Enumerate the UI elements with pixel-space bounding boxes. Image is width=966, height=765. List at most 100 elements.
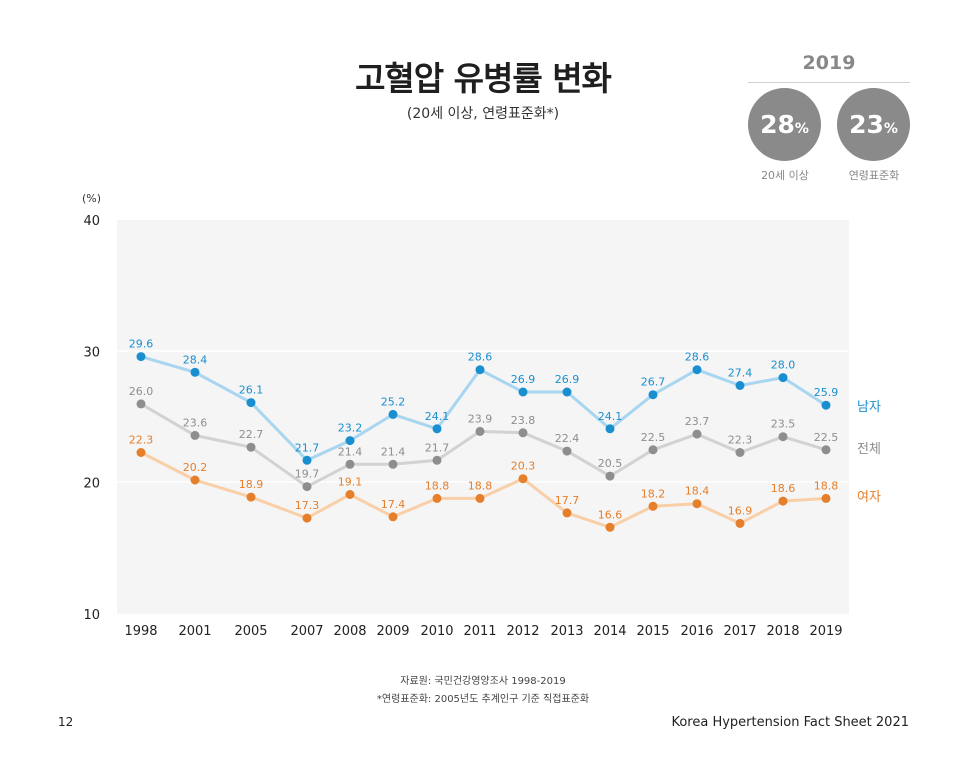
data-label: 20.5 — [598, 457, 623, 470]
data-point — [518, 387, 528, 397]
data-point — [735, 518, 745, 528]
data-point — [136, 399, 146, 409]
publication-title: Korea Hypertension Fact Sheet 2021 — [671, 715, 909, 730]
data-point — [821, 445, 831, 455]
data-point — [432, 455, 442, 465]
summary-unit-standardized: % — [883, 121, 898, 137]
data-label: 26.1 — [239, 384, 264, 397]
x-tick-label: 2011 — [463, 624, 496, 639]
data-label: 21.7 — [425, 441, 450, 454]
series-전체: 26.0 23.6 22.7 19.7 21.4 21.4 21.7 23.9 23.8 22.4… — [129, 385, 881, 492]
x-tick-label: 2008 — [333, 624, 366, 639]
data-point — [562, 387, 572, 397]
data-label: 22.3 — [728, 434, 753, 447]
data-point — [821, 400, 831, 410]
data-label: 22.7 — [239, 428, 264, 441]
y-axis: 10 20 30 40 — [83, 214, 100, 623]
data-label: 17.3 — [295, 499, 320, 512]
x-tick-label: 2016 — [680, 624, 713, 639]
x-axis: 1998 2001 2005 2007 2008 2009 2010 2011 2012 2013… — [124, 624, 842, 639]
data-label: 18.8 — [468, 479, 493, 492]
data-label: 23.6 — [183, 416, 208, 429]
y-unit-label: (%) — [82, 192, 101, 205]
data-label: 20.2 — [183, 461, 208, 474]
chart-title: 고혈압 유병률 변화 — [355, 59, 612, 98]
data-point — [432, 493, 442, 503]
data-label: 21.4 — [381, 445, 406, 458]
data-label: 18.4 — [685, 485, 710, 498]
x-tick-label: 2010 — [420, 624, 453, 639]
data-point — [692, 429, 702, 439]
summary-panel: 2019 28% 23% 20세 이상 연령표준화 — [748, 52, 910, 182]
data-label: 21.4 — [338, 445, 363, 458]
data-label: 28.6 — [468, 351, 493, 364]
data-point — [821, 493, 831, 503]
chart-subtitle: (20세 이상, 연령표준화*) — [406, 106, 560, 122]
data-label: 19.1 — [338, 476, 363, 489]
data-label: 17.4 — [381, 498, 406, 511]
data-label: 18.6 — [771, 482, 796, 495]
data-label: 22.5 — [814, 431, 839, 444]
series-line — [140, 355, 827, 462]
series-line — [140, 451, 827, 529]
data-point — [302, 455, 312, 465]
source-note: 자료원: 국민건강영양조사 1998-2019 — [400, 676, 566, 687]
data-point — [605, 522, 615, 532]
data-point — [605, 424, 615, 434]
legend-label: 남자 — [857, 400, 881, 415]
data-label: 21.7 — [295, 441, 320, 454]
standardization-note: *연령표준화: 2005년도 추계인구 기준 직접표준화 — [376, 694, 590, 705]
data-point — [778, 496, 788, 506]
data-point — [475, 426, 485, 436]
legend-label: 여자 — [857, 490, 881, 505]
data-label: 20.3 — [511, 460, 536, 473]
data-label: 22.3 — [129, 434, 154, 447]
data-label: 28.6 — [685, 351, 710, 364]
page-number: 12 — [58, 715, 74, 729]
summary-label-standardized: 연령표준화 — [848, 169, 900, 182]
data-point — [518, 428, 528, 438]
data-label: 18.8 — [425, 479, 450, 492]
series-여자: 22.3 20.2 18.9 17.3 19.1 17.4 18.8 18.8 20.3 17.7… — [129, 434, 881, 532]
data-label: 22.4 — [555, 432, 580, 445]
data-label: 16.9 — [728, 504, 753, 517]
data-point — [388, 409, 398, 419]
data-label: 23.2 — [338, 422, 363, 435]
data-point — [388, 459, 398, 469]
data-point — [778, 432, 788, 442]
data-label: 29.6 — [129, 338, 154, 351]
x-tick-label: 2013 — [550, 624, 583, 639]
summary-circle-standardized: 23% — [837, 88, 910, 161]
data-label: 18.8 — [814, 479, 839, 492]
data-label: 22.5 — [641, 431, 666, 444]
data-point — [605, 471, 615, 481]
x-tick-label: 2001 — [178, 624, 211, 639]
data-label: 26.9 — [511, 373, 536, 386]
data-point — [190, 475, 200, 485]
summary-value-adult: 28 — [760, 110, 795, 139]
data-point — [136, 352, 146, 362]
series-group: 29.6 28.4 26.1 21.7 23.2 25.2 24.1 28.6 26.9 26.9… — [129, 338, 881, 532]
data-label: 24.1 — [425, 410, 450, 423]
summary-year: 2019 — [748, 52, 910, 83]
data-point — [388, 512, 398, 522]
data-label: 28.4 — [183, 353, 208, 366]
data-point — [246, 492, 256, 502]
data-label: 23.9 — [468, 412, 493, 425]
data-point — [345, 436, 355, 446]
x-tick-label: 2009 — [376, 624, 409, 639]
series-line — [140, 402, 827, 489]
data-point — [475, 493, 485, 503]
data-label: 26.7 — [641, 376, 666, 389]
data-point — [562, 446, 572, 456]
legend-label: 전체 — [857, 442, 881, 457]
data-label: 23.8 — [511, 414, 536, 427]
x-tick-label: 2018 — [766, 624, 799, 639]
data-point — [518, 474, 528, 484]
data-point — [302, 482, 312, 492]
data-point — [136, 448, 146, 457]
y-tick-label: 40 — [83, 214, 100, 229]
data-point — [475, 365, 485, 375]
data-label: 24.1 — [598, 410, 623, 423]
data-label: 23.5 — [771, 418, 796, 431]
